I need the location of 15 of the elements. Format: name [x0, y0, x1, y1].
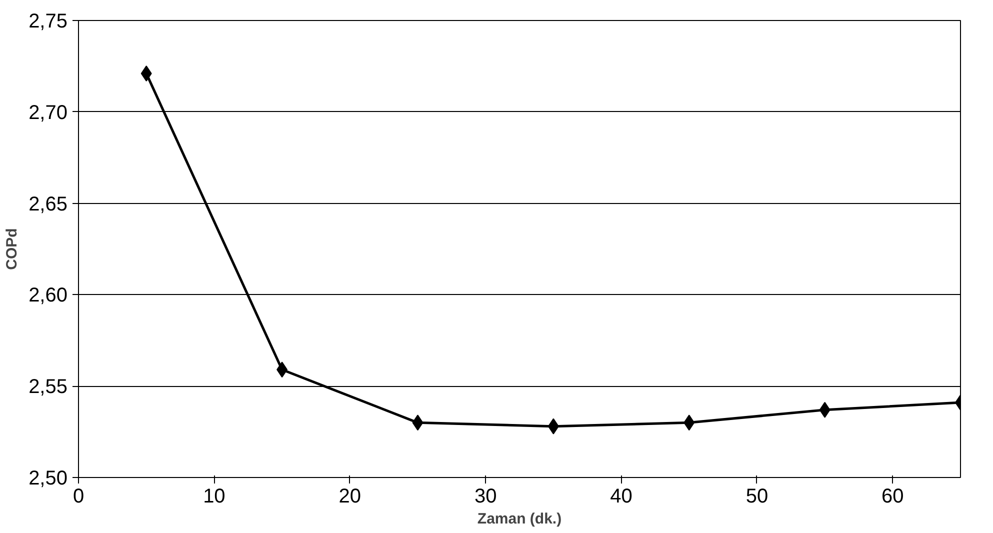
y-tick-label: 2,75	[28, 10, 68, 32]
y-axis-title: COPd	[4, 228, 21, 270]
y-tick-label: 2,65	[28, 193, 68, 216]
y-tick-label: 2,55	[28, 376, 68, 398]
x-tick-label: 60	[882, 486, 904, 508]
x-tick-label: 0	[72, 486, 84, 508]
x-tick-label: 20	[338, 486, 362, 508]
x-axis-title: Zaman (dk.)	[477, 510, 562, 528]
x-tick-label: 40	[610, 486, 632, 508]
x-tick-label: 10	[203, 486, 226, 508]
y-tick-label: 2,50	[28, 468, 68, 490]
y-tick-label: 2,70	[28, 102, 68, 124]
x-tick-label: 30	[474, 486, 497, 508]
x-tick-label: 50	[746, 486, 768, 508]
y-tick-label: 2,60	[28, 284, 68, 307]
